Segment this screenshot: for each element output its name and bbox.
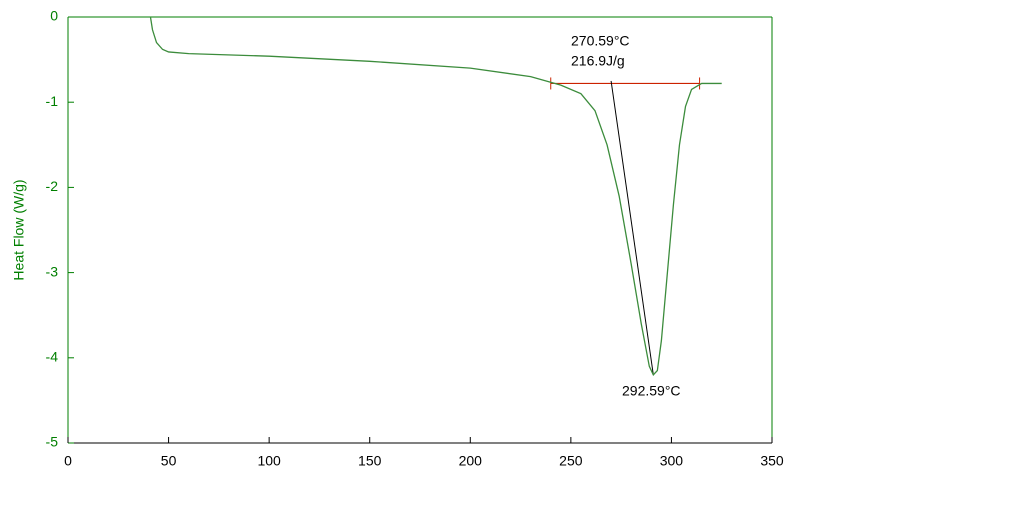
onset-tangent [610, 80, 654, 375]
y-tick-label: -4 [46, 349, 59, 365]
y-tick-label: -2 [46, 178, 59, 194]
peak-annotation: 292.59°C [622, 383, 681, 399]
y-tick-label: -1 [46, 93, 59, 109]
x-tick-label: 200 [459, 453, 483, 469]
x-tick-label: 350 [760, 453, 784, 469]
x-tick-label: 150 [358, 453, 382, 469]
x-tick-label: 100 [257, 453, 281, 469]
y-tick-label: 0 [50, 8, 58, 24]
enthalpy-annotation: 216.9J/g [571, 53, 625, 69]
x-tick-label: 0 [64, 453, 72, 469]
x-tick-label: 300 [660, 453, 684, 469]
x-tick-label: 50 [161, 453, 177, 469]
y-axis-label: Heat Flow (W/g) [11, 179, 27, 280]
y-tick-label: -3 [46, 263, 59, 279]
y-tick-label: -5 [46, 434, 59, 450]
onset-annotation: 270.59°C [571, 33, 630, 49]
heat-flow-curve [149, 16, 722, 376]
x-tick-label: 250 [559, 453, 583, 469]
